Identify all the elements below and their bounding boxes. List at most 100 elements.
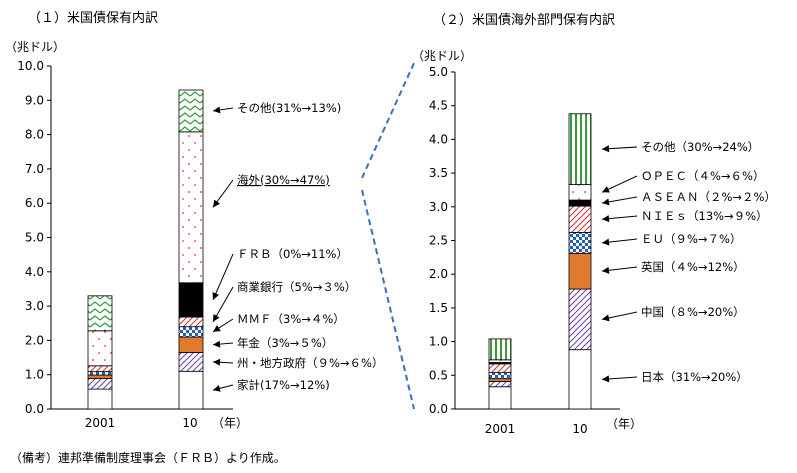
chart2-ytick-label: 2.0 (429, 267, 448, 281)
chart1-xtick-10: 10 (182, 416, 197, 430)
chart2-annotation-label: その他（30%→24%） (641, 140, 759, 154)
chart1-bar-2001-series-5bb68a08 (87, 388, 113, 410)
chart2-ylabel: （兆ドル） (412, 49, 472, 63)
chart1-xlabel: （年） (212, 416, 248, 430)
chart1-annotation-label: 年金（3%→５%） (237, 336, 333, 350)
chart1-annotation-arrow (212, 253, 234, 301)
chart1-bar-2001-series-ff2dff2dff26 (87, 371, 113, 376)
chart1-xtick-2001: 2001 (85, 416, 116, 430)
chart1-annotation-arrowhead (213, 325, 221, 332)
chart2-bar-2001-series-4e2d56fd (488, 380, 512, 388)
chart1-bar-2001-series-5e7491d1 (87, 374, 113, 379)
chart1-bar-10-series-5e7491d1 (178, 336, 204, 353)
chart1-bar-10-series-ff26ff32ff22 (178, 282, 204, 318)
chart2-annotation-label: ＯＰＥＣ（４%→６%） (641, 169, 765, 183)
chart1-bar-2001-series-5dde30fb573065b9653f5e9c (87, 378, 113, 390)
chart1-annotation-arrowhead (213, 314, 220, 322)
chart1-bar-10-series-ff2dff2dff26 (178, 326, 204, 338)
chart1-title: （１）米国債保有内訳 (28, 10, 158, 26)
chart1-bar-10-series-6d775916 (178, 131, 204, 284)
chart1-bar-10-series-5dde30fb573065b9653f5e9c (178, 352, 204, 372)
chart2-annotation-label: ＥＵ（９%→７%） (641, 232, 742, 246)
chart1-bar-2001-series-5546696d9280884c (87, 365, 113, 373)
chart2-ytick-label: 0.5 (429, 368, 448, 382)
chart2-ytick-label: 1.0 (429, 335, 448, 349)
chart2-bars (488, 113, 592, 410)
chart2-annotation-label: 中国（８%→20%） (641, 305, 745, 319)
chart2-bar-2001-series-ff25ff35 (488, 372, 512, 380)
chart1-bar-10-series-305d306e4ed6 (178, 89, 204, 133)
chart2-annotation-arrowhead (602, 186, 610, 193)
chart1-annotation-label: ＭＭＦ（3%→４%） (237, 312, 345, 326)
chart1-ytick-label: 7.0 (25, 162, 44, 176)
chart1-annotation-arrowhead (213, 340, 221, 348)
chart1-annotation-label: その他(31%→13%) (237, 101, 341, 115)
chart2-ytick-label: 3.0 (429, 200, 448, 214)
chart2-ytick-label: 4.5 (429, 99, 448, 113)
chart1-annotations: その他(31%→13%) 海外(30%→47%) ＦＲＢ（0%→11%） 商業銀行（5… (212, 101, 384, 392)
chart1-annotation-arrowhead (212, 292, 220, 300)
chart2-annotation-arrowhead (602, 314, 610, 322)
chart1-ytick-label: 9.0 (25, 93, 44, 107)
chart1-ytick-label: 2.0 (25, 333, 44, 347)
chart2-annotation-arrowhead (602, 266, 610, 274)
chart2-xlabel: （年） (606, 417, 642, 431)
chart1-ytick-label: 8.0 (25, 128, 44, 142)
chart2-bar-10-series-305d306e4ed6 (568, 113, 592, 185)
zoom-connector-top (361, 62, 415, 179)
chart2-bar-10-series-ff2fff30ff25ff23 (568, 184, 592, 201)
chart1-ytick-label: 5.0 (25, 231, 44, 245)
chart2-bar-2001-series-65e5672c (488, 386, 512, 410)
chart1-ytick-label: 0.0 (25, 402, 44, 416)
chart2-y-ticks: 0.0 0.5 1.0 1.5 2.0 2.5 3.0 3.5 4.0 4.5 5.0 (429, 65, 455, 416)
chart2-ytick-label: 2.5 (429, 234, 448, 248)
chart2-xtick-10: 10 (572, 422, 587, 436)
chart1-y-ticks: 0.0 1.0 2.0 3.0 4.0 5.0 6.0 7.0 8.0 9.0 10.0 (17, 59, 51, 416)
chart1-axes (50, 66, 233, 410)
footnote: （備考）連邦準備制度理事会（ＦＲＢ）より作成。 (10, 450, 286, 465)
chart2-annotation-label: 英国（４%→12%） (641, 260, 745, 274)
chart1-annotation-label: ＦＲＢ（0%→11%） (237, 247, 348, 261)
chart2-annotations: その他（30%→24%） ＯＰＥＣ（４%→６%） ＡＳＥＡＮ（２%→２%） ＮＩＥｓ（… (601, 140, 776, 384)
chart2-annotation-arrowhead (602, 238, 610, 246)
chart2-axes (454, 72, 620, 410)
chart2-annotation-label: 日本（31%→20%） (641, 370, 748, 384)
chart1-annotation-label: 商業銀行（5%→３%） (237, 280, 356, 294)
chart1-bar-10-series-5bb68a08 (178, 370, 204, 410)
zoom-connectors (361, 62, 415, 410)
chart1-annotation-label: 州・地方政府（９%→６%） (237, 356, 384, 370)
chart1-annotation-arrowhead (213, 199, 220, 208)
chart1-ytick-label: 1.0 (25, 368, 44, 382)
chart2-annotation-arrowhead (602, 375, 610, 383)
chart1-bar-2001-series-305d306e4ed6 (87, 295, 113, 332)
zoom-connector-bottom (361, 189, 415, 410)
chart2-bar-10-series-65e5672c (568, 349, 592, 410)
chart2-bar-2001-series-82f156fd (488, 378, 512, 382)
chart1-ytick-label: 3.0 (25, 299, 44, 313)
chart2-ytick-label: 3.5 (429, 166, 448, 180)
chart1-ytick-label: 4.0 (25, 265, 44, 279)
chart1-annotation-arrowhead (213, 106, 221, 114)
chart2-annotation-arrowhead (602, 198, 610, 206)
chart2-bar-10-series-ff2eff29ff25ff53 (568, 205, 592, 233)
chart2-bar-2001-series-ff2eff29ff25ff53 (488, 363, 512, 374)
chart2-bar-10-series-4e2d56fd (568, 288, 592, 351)
chart1-bar-2001-series-6d775916 (87, 330, 113, 367)
chart1-ytick-label: 6.0 (25, 196, 44, 210)
chart2-annotation-label: ＮＩＥｓ（13%→９%） (641, 209, 768, 223)
chart2-ytick-label: 4.0 (429, 132, 448, 146)
chart2-bar-10-series-82f156fd (568, 252, 592, 290)
chart1-annotation-arrowhead (213, 385, 221, 392)
chart2-bar-2001-series-305d306e4ed6 (488, 338, 512, 361)
chart2-ytick-label: 1.5 (429, 301, 448, 315)
chart2-annotation-arrowhead (602, 145, 610, 153)
chart2-bar-2001-series-ff2fff30ff25ff23 (488, 359, 512, 363)
chart2-xtick-2001: 2001 (485, 422, 516, 436)
chart1-bar-10-series-5546696d9280884c (178, 316, 204, 328)
chart1-annotation-label: 海外(30%→47%) (237, 173, 330, 187)
chart2-title: （２）米国債海外部門保有内訳 (433, 12, 615, 28)
chart2-annotation-arrowhead (602, 215, 610, 223)
chart1-annotation-arrowhead (213, 358, 221, 366)
chart1-annotation-label: 家計(17%→12%) (237, 378, 330, 392)
